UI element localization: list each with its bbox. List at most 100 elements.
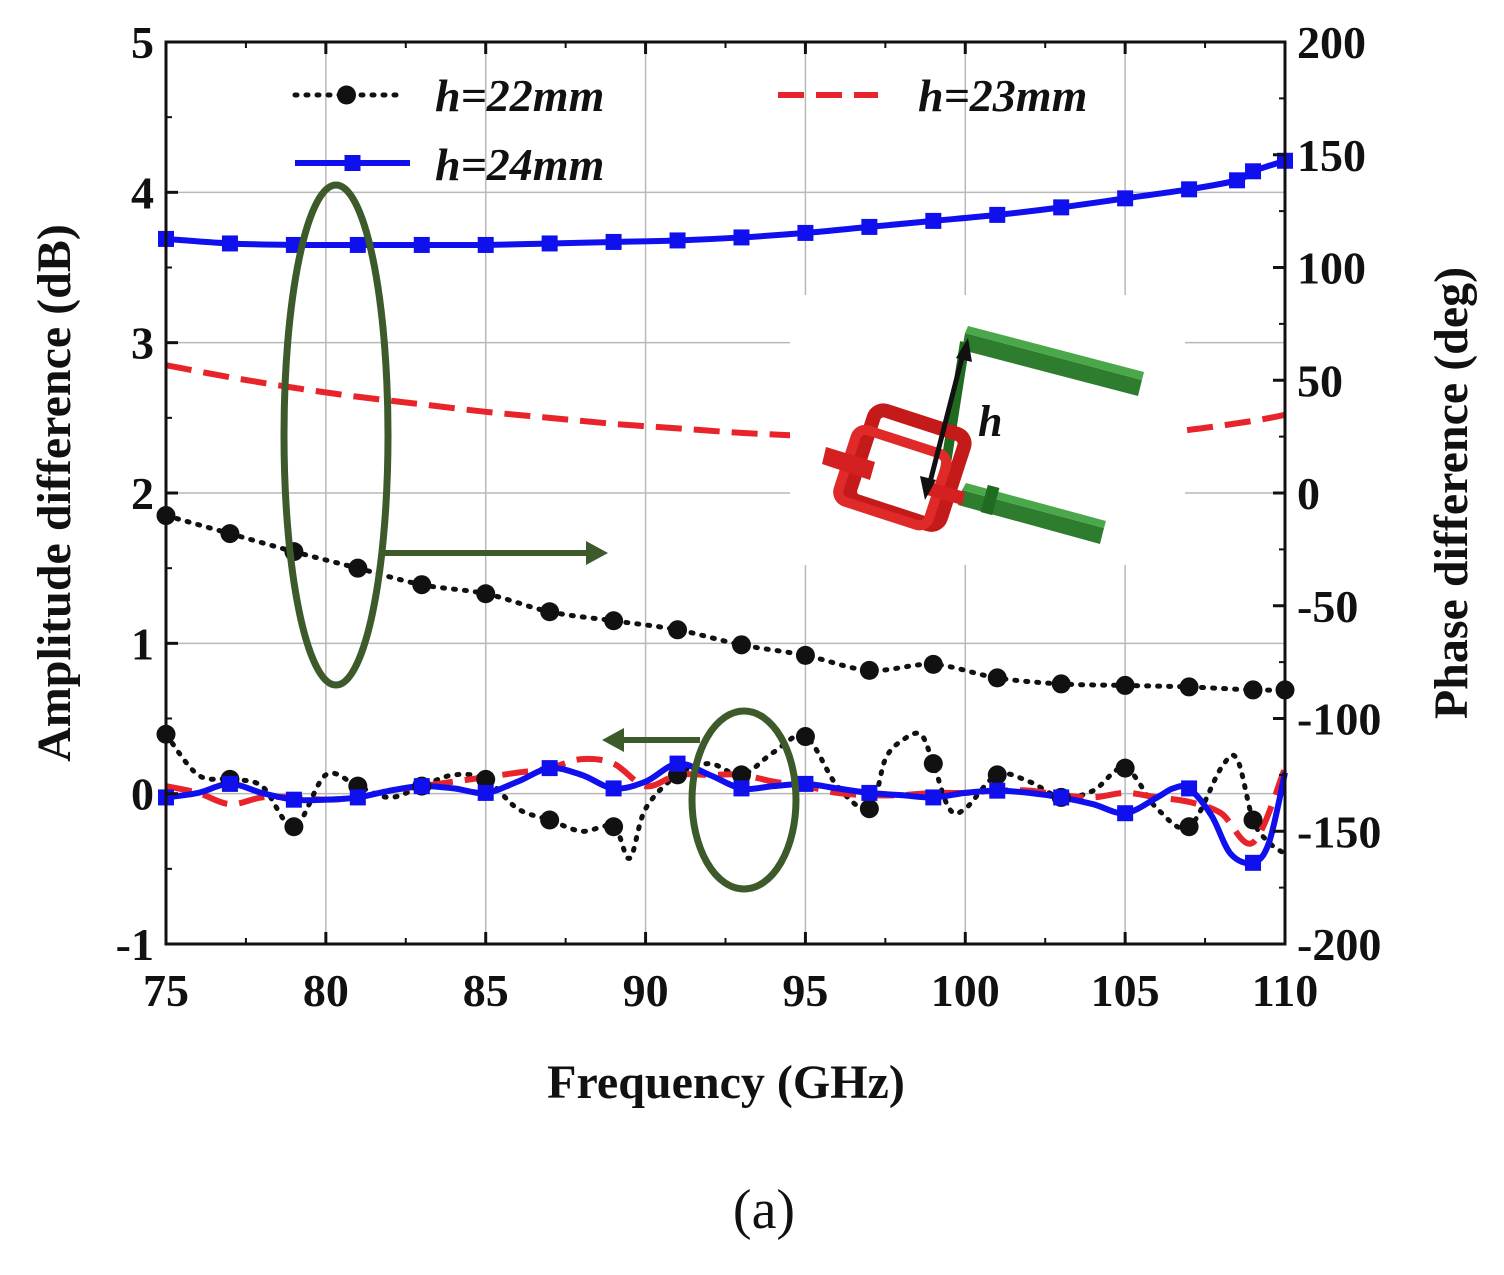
annotations <box>280 181 800 893</box>
series-h24-amplitude-point <box>413 236 430 253</box>
series-h24-phase-point <box>349 789 366 806</box>
legend-h24-marker <box>344 155 361 171</box>
axis-labels: Frequency (GHz) Amplitude difference (dB… <box>28 224 1478 1241</box>
y-left-tick-label: 1 <box>131 618 154 669</box>
series-h24-amplitude-point <box>797 224 814 241</box>
series-h22-phase-point <box>923 754 943 774</box>
series-h24-amplitude-point <box>349 236 366 253</box>
legend-h24-label: h=24mm <box>435 139 604 190</box>
series-h24-amplitude-point <box>1117 190 1134 207</box>
series-h24-phase-point <box>989 782 1006 799</box>
series-h24-amplitude-point <box>477 236 494 253</box>
inset-height-label: h <box>978 397 1002 446</box>
series-h22-amplitude-point <box>859 660 879 680</box>
series-h24-amplitude-point <box>925 212 942 229</box>
y-right-tick-label: 100 <box>1297 243 1366 294</box>
series-h22-amplitude-point <box>795 645 815 665</box>
series-h24-phase-point <box>221 775 238 792</box>
x-tick-label: 85 <box>463 965 509 1016</box>
series-h24-phase-point <box>541 760 558 777</box>
series-h24-phase-point <box>605 780 622 797</box>
x-tick-label: 105 <box>1091 965 1160 1016</box>
series-h22-amplitude-point <box>1115 675 1135 695</box>
series-h24-phase-point <box>477 784 494 801</box>
markers-layer <box>156 152 1295 871</box>
y-right-tick-label: -100 <box>1297 694 1381 745</box>
series-h22-amplitude-point <box>1243 680 1263 700</box>
y-right-tick-label: 200 <box>1297 17 1366 68</box>
x-tick-label: 75 <box>143 965 189 1016</box>
series-h22-phase-point <box>1115 758 1135 778</box>
y-right-tick-label: -200 <box>1297 919 1381 970</box>
series-h24-amplitude-point <box>1245 163 1262 180</box>
legend-h22-marker <box>337 85 356 105</box>
legend-h22-label: h=22mm <box>435 70 604 121</box>
y-left-tick-label: 0 <box>131 769 154 820</box>
x-tick-label: 80 <box>303 965 349 1016</box>
series-h22-amplitude-point <box>731 635 751 655</box>
series-h24-phase-point <box>733 780 750 797</box>
series-h22-amplitude-point <box>476 584 496 604</box>
series-h24-amplitude-point <box>733 229 750 246</box>
series-h22-phase-point <box>540 810 560 830</box>
series-h22-amplitude-point <box>412 575 432 595</box>
series-h22-phase-point <box>1179 817 1199 837</box>
series-h22-phase-point <box>731 765 751 785</box>
y-right-tick-label: 0 <box>1297 468 1320 519</box>
y-left-tick-label: 3 <box>131 318 154 369</box>
y-left-tick-label: 2 <box>131 468 154 519</box>
series-h22-phase-point <box>604 817 624 837</box>
series-h24-amplitude-point <box>989 206 1006 223</box>
series-h22-phase-point <box>987 765 1007 785</box>
series-h22-phase-point <box>476 769 496 789</box>
y-right-tick-label: 150 <box>1297 130 1366 181</box>
series-h22-amplitude-point <box>1051 674 1071 694</box>
series-h24-amplitude-point <box>605 233 622 250</box>
phase-group-ellipse <box>688 707 800 893</box>
series-h22-amplitude-point <box>923 654 943 674</box>
structure-inset: h <box>790 295 1185 565</box>
series-h24-phase-point <box>669 755 686 772</box>
series-h24-phase-point <box>413 778 430 795</box>
series-h22-phase-point <box>1243 810 1263 830</box>
legend-h23-label: h=23mm <box>918 70 1087 121</box>
series-h24-phase-point <box>1181 780 1198 797</box>
series-h24-amplitude-point <box>221 235 238 252</box>
height-arrow <box>920 338 972 500</box>
series-h24-phase-point <box>1245 854 1262 871</box>
y-left-tick-label: 4 <box>131 167 154 218</box>
series-h24-phase-point <box>861 784 878 801</box>
series-h22-phase-point <box>795 727 815 747</box>
series-h24-phase-point <box>797 775 814 792</box>
legend: h=22mm h=23mm h=24mm <box>292 70 1087 190</box>
axes: 75 80 85 90 95 100 105 110 -1 0 1 2 3 4 5 -200 -150 -100 -… <box>116 17 1382 1016</box>
series-h22-phase-point <box>284 817 304 837</box>
y-right-tick-label: -50 <box>1297 581 1358 632</box>
x-tick-label: 95 <box>782 965 828 1016</box>
series-h24-amplitude-point <box>1053 199 1070 216</box>
series-h22-amplitude-point <box>668 620 688 640</box>
x-tick-label: 110 <box>1252 965 1318 1016</box>
series-h24-amplitude-point <box>1181 181 1198 198</box>
series-h22-amplitude-point <box>604 611 624 631</box>
series-h22-amplitude-point <box>987 668 1007 688</box>
series-h22-phase-point <box>859 799 879 819</box>
x-axis-title: Frequency (GHz) <box>547 1056 905 1109</box>
series-h24-amplitude-point <box>669 232 686 249</box>
red-loop-drawing <box>822 403 972 532</box>
y-axis-right-title: Phase difference (deg) <box>1425 267 1478 719</box>
right-axis-arrow-head <box>586 541 608 565</box>
x-tick-label: 100 <box>931 965 1000 1016</box>
series-h24-phase-point <box>1117 805 1134 822</box>
y-left-tick-label: -1 <box>116 919 154 970</box>
y-right-tick-label: 50 <box>1297 355 1343 406</box>
series-h22-amplitude-point <box>220 524 240 544</box>
figure-caption: (a) <box>733 1179 795 1241</box>
series-h24-phase-point <box>1053 789 1070 806</box>
x-tick-label: 90 <box>623 965 669 1016</box>
series-h24-amplitude-point <box>1229 172 1246 189</box>
y-right-tick-label: -150 <box>1297 806 1381 857</box>
series-h22-amplitude-point <box>348 558 368 578</box>
series-h24-amplitude-point <box>541 235 558 252</box>
